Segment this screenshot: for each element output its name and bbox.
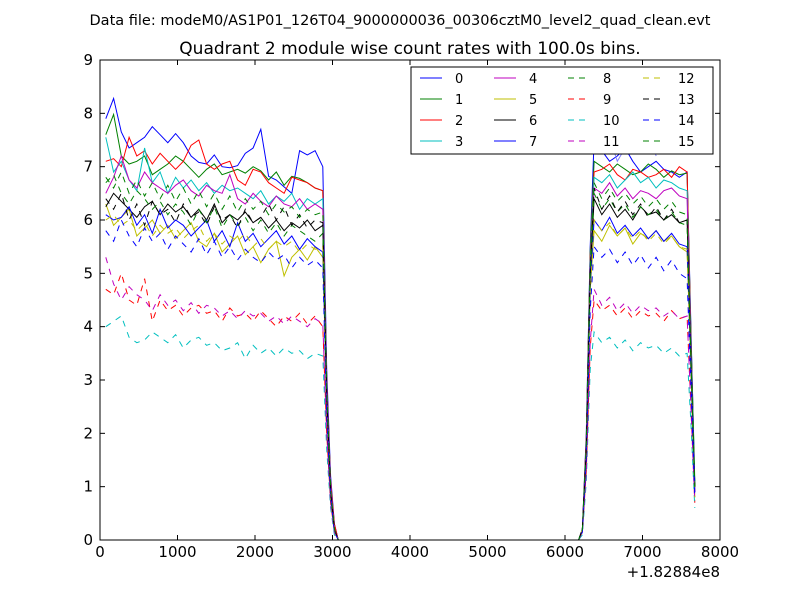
- x-tick-label: 7000: [623, 543, 661, 561]
- y-tick-label: 4: [83, 318, 93, 336]
- axis-tick-labels: 0 1000 2000 3000 4000 5000 6000 7000 80000123456…: [83, 51, 739, 561]
- legend-label-12: 12: [678, 72, 695, 87]
- legend-box: [410, 66, 714, 155]
- legend-label-5: 5: [529, 93, 537, 108]
- x-tick-label: 3000: [313, 543, 351, 561]
- y-tick-label: 3: [83, 371, 93, 389]
- x-tick-label: 1000: [158, 543, 196, 561]
- legend-label-7: 7: [529, 135, 537, 150]
- x-offset-label: +1.82884e8: [627, 563, 720, 581]
- y-tick-label: 8: [83, 104, 93, 122]
- legend-label-13: 13: [678, 93, 695, 108]
- y-tick-label: 6: [83, 211, 93, 229]
- series-line-14: [105, 218, 696, 541]
- series-line-11: [105, 257, 696, 541]
- series-line-10: [105, 315, 696, 541]
- x-tick-label: 8000: [701, 543, 739, 561]
- series-line-15: [105, 170, 696, 541]
- legend-label-14: 14: [678, 114, 695, 129]
- y-tick-label: 2: [83, 424, 93, 442]
- series-line-5: [105, 203, 696, 541]
- series-line-8: [105, 173, 696, 541]
- legend-label-11: 11: [603, 135, 620, 150]
- legend-label-8: 8: [603, 72, 611, 87]
- legend-label-3: 3: [455, 135, 463, 150]
- legend-label-15: 15: [678, 135, 695, 150]
- x-tick-label: 2000: [236, 543, 274, 561]
- legend-label-1: 1: [455, 93, 463, 108]
- series-line-12: [105, 214, 696, 541]
- series-line-7: [105, 205, 696, 541]
- series-line-6: [105, 192, 696, 541]
- series-line-13: [105, 187, 696, 541]
- series-line-4: [105, 154, 696, 541]
- chart-title: Quadrant 2 module wise count rates with …: [179, 39, 640, 59]
- plot-lines: [105, 96, 696, 541]
- legend-label-10: 10: [603, 114, 620, 129]
- x-tick-label: 5000: [468, 543, 506, 561]
- series-line-0: [105, 96, 696, 541]
- y-tick-label: 1: [83, 478, 93, 496]
- legend-label-9: 9: [603, 93, 611, 108]
- series-line-3: [105, 137, 696, 541]
- series-line-2: [105, 135, 696, 541]
- axis-ticks: [99, 59, 721, 541]
- y-tick-label: 5: [83, 264, 93, 282]
- legend-label-2: 2: [455, 114, 463, 129]
- chart-suptitle: Data file: modeM0/AS1P01_126T04_90000000…: [90, 13, 711, 29]
- legend-label-4: 4: [529, 72, 537, 87]
- x-tick-label: 4000: [391, 543, 429, 561]
- y-tick-label: 0: [83, 531, 93, 549]
- y-tick-label: 7: [83, 158, 93, 176]
- legend-label-6: 6: [529, 114, 537, 129]
- legend-label-0: 0: [455, 72, 463, 87]
- x-tick-label: 6000: [546, 543, 584, 561]
- x-tick-label: 0: [95, 543, 105, 561]
- series-line-9: [105, 271, 696, 541]
- y-tick-label: 9: [83, 51, 93, 69]
